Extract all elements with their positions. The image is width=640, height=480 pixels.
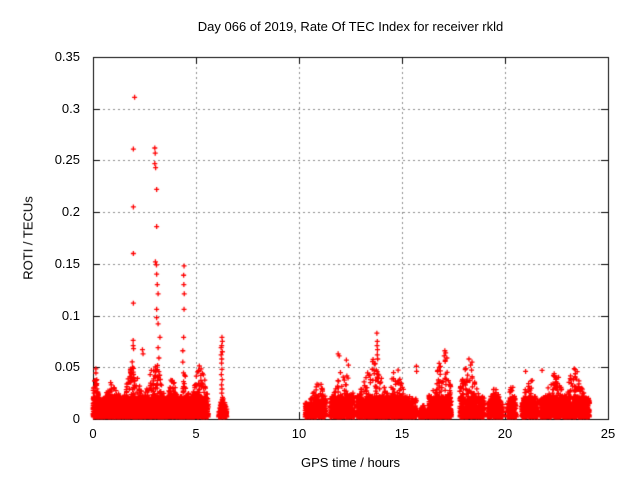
x-tick-label: 0 bbox=[89, 426, 97, 441]
y-tick-label: 0 bbox=[72, 411, 80, 426]
x-tick-label: 15 bbox=[394, 426, 410, 441]
y-tick-label: 0.25 bbox=[54, 152, 80, 168]
y-tick-label: 0.05 bbox=[54, 359, 80, 375]
x-axis-title: GPS time / hours bbox=[301, 455, 400, 470]
y-tick-label: 0.15 bbox=[54, 255, 80, 271]
x-tick-label: 10 bbox=[291, 426, 307, 441]
y-tick-label: 0.3 bbox=[61, 100, 80, 116]
chart-title: Day 066 of 2019, Rate Of TEC Index for r… bbox=[197, 19, 504, 34]
y-tick-label: 0.35 bbox=[54, 49, 80, 64]
y-tick-label: 0.1 bbox=[61, 307, 80, 323]
x-tick-label: 5 bbox=[192, 426, 200, 441]
x-tick-label: 20 bbox=[497, 426, 513, 441]
x-tick-label: 25 bbox=[600, 426, 616, 441]
y-tick-label: 0.2 bbox=[61, 204, 80, 220]
